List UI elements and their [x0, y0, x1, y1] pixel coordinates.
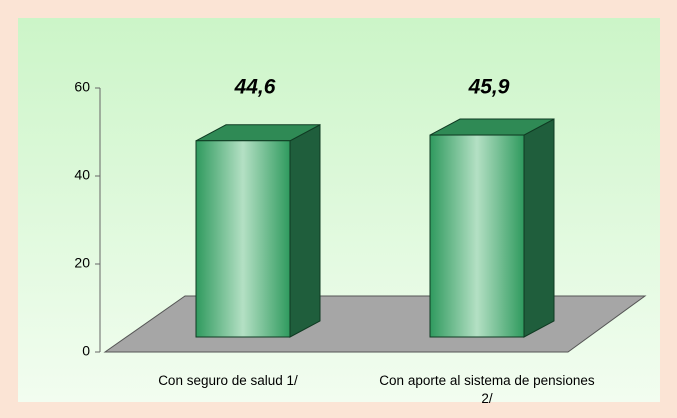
y-tick-label: 60: [74, 79, 90, 95]
bar: [195, 123, 321, 338]
value-label: 44,6: [234, 76, 276, 99]
bar-front: [195, 140, 291, 338]
y-tick-label: 40: [74, 167, 90, 183]
x-tick-label: Con aporte al sistema de pensiones 2/: [379, 373, 595, 406]
value-label: 45,9: [468, 76, 510, 99]
bar-side: [523, 118, 555, 338]
floor: [103, 295, 647, 353]
bar-side: [289, 123, 321, 338]
y-tick-label: 0: [82, 343, 90, 359]
x-tick-label: Con seguro de salud 1/: [158, 373, 298, 388]
bar-front: [429, 134, 525, 338]
y-tick-label: 20: [74, 255, 90, 271]
bar: [429, 118, 555, 338]
